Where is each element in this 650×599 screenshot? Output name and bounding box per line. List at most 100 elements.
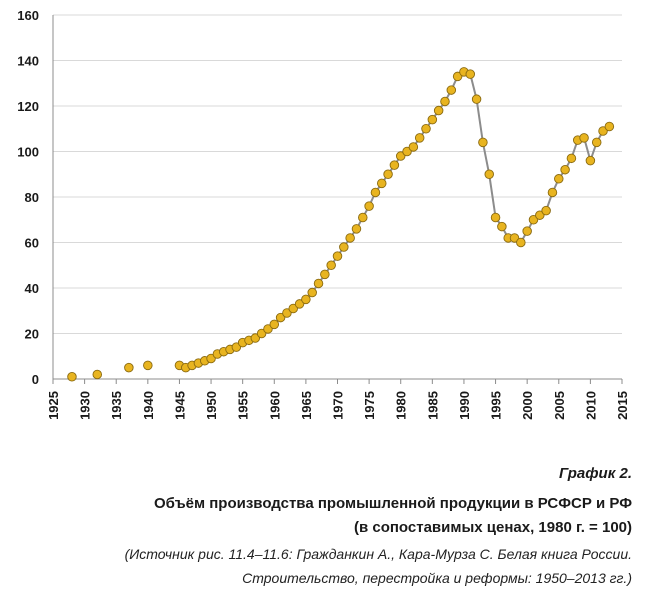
data-point <box>294 299 305 309</box>
data-point <box>256 328 267 339</box>
data-point <box>427 114 438 125</box>
y-tick-label: 60 <box>25 236 39 251</box>
data-point <box>143 360 153 371</box>
data-point <box>288 303 298 314</box>
x-tick-label: 1985 <box>425 391 440 420</box>
x-tick-label: 1975 <box>362 391 377 420</box>
x-tick-label: 2005 <box>552 391 567 420</box>
x-tick-label: 1990 <box>457 391 472 420</box>
x-tick-labels: 1925 1930 1935 1940 1945 1950 1955 1960 1965 1970… <box>46 391 630 420</box>
data-point <box>522 226 532 236</box>
data-point <box>263 324 273 334</box>
data-point <box>383 169 393 179</box>
x-tick-label: 2000 <box>520 391 535 420</box>
data-point <box>509 233 520 243</box>
data-point <box>124 362 134 373</box>
data-points <box>67 67 615 382</box>
data-point <box>206 353 216 364</box>
data-point <box>231 342 242 352</box>
data-point <box>389 160 400 170</box>
x-tick-label: 1950 <box>204 391 219 420</box>
data-point <box>497 221 507 232</box>
data-point <box>528 214 539 225</box>
data-point <box>585 155 596 166</box>
y-tick-label: 40 <box>25 281 39 296</box>
x-tick-label: 1960 <box>267 391 282 420</box>
data-point <box>433 105 444 116</box>
data-point <box>547 187 558 198</box>
data-point <box>339 242 349 252</box>
data-point <box>326 260 336 271</box>
x-tick-label: 1970 <box>331 391 346 420</box>
data-point <box>535 210 545 220</box>
data-point <box>402 146 412 157</box>
data-point <box>604 121 615 132</box>
y-tick-label: 80 <box>25 190 39 205</box>
y-tick-label: 100 <box>17 145 39 160</box>
data-point <box>465 69 476 79</box>
chart-source: (Источник рис. 11.4–11.6: Гражданкин А.,… <box>125 542 632 590</box>
x-tick-label: 1965 <box>299 391 314 420</box>
data-point <box>560 164 570 175</box>
gridlines <box>53 14 622 334</box>
data-point <box>421 123 431 134</box>
data-point <box>345 233 355 243</box>
x-tick-label: 2015 <box>615 391 630 420</box>
data-point <box>414 133 425 143</box>
data-point <box>490 212 501 223</box>
chart-source-line1: (Источник рис. 11.4–11.6: Гражданкин А.,… <box>124 546 632 562</box>
data-point <box>516 237 526 248</box>
data-point <box>478 137 488 148</box>
data-point <box>446 85 457 95</box>
data-point <box>598 126 608 136</box>
x-tick-label: 1940 <box>141 391 156 420</box>
x-tick-label: 1980 <box>394 391 409 420</box>
data-point <box>320 269 330 280</box>
x-tick-label: 1925 <box>46 391 61 420</box>
x-tick-label: 1945 <box>172 391 187 420</box>
data-point <box>358 212 368 223</box>
y-tick-labels: 0 20 40 60 80 100 120 140 160 <box>17 8 39 387</box>
data-point <box>471 94 482 104</box>
data-point <box>307 287 317 298</box>
x-tick-label: 2010 <box>583 391 598 420</box>
data-point <box>554 174 564 184</box>
axes <box>52 15 623 384</box>
data-point <box>332 251 343 261</box>
y-tick-label: 160 <box>17 8 39 23</box>
data-point <box>67 371 77 382</box>
y-tick-label: 140 <box>17 54 39 69</box>
data-point <box>541 205 551 216</box>
data-point <box>92 369 103 380</box>
data-point <box>395 151 406 161</box>
y-tick-label: 20 <box>25 327 39 342</box>
data-point <box>408 142 419 152</box>
data-point <box>452 71 463 82</box>
data-point <box>275 312 286 323</box>
data-point <box>440 96 450 107</box>
data-point <box>351 224 362 234</box>
data-point <box>377 178 387 189</box>
data-point <box>301 294 311 305</box>
series-line <box>179 70 610 369</box>
data-point <box>250 333 261 343</box>
y-tick-label: 0 <box>32 372 39 387</box>
chart-title-line2: (в сопоставимых ценах, 1980 г. = 100) <box>353 519 632 536</box>
data-point <box>269 319 280 330</box>
chart-title-line1: Объём производства промышленной продукци… <box>153 495 632 512</box>
data-point <box>579 133 589 143</box>
x-tick-label: 1955 <box>236 391 251 420</box>
x-tick-label: 1935 <box>109 391 124 420</box>
chart-label: График 2. <box>558 465 632 482</box>
data-point <box>566 153 577 164</box>
x-tick-label: 1930 <box>78 391 93 420</box>
data-point <box>484 169 494 179</box>
chart-source-line2: Строительство, перестройка и реформы: 19… <box>242 570 632 586</box>
data-point <box>364 201 374 211</box>
data-point <box>591 137 602 148</box>
chart-title: Объём производства промышленной продукци… <box>154 492 632 540</box>
data-point <box>370 187 381 198</box>
data-point <box>282 308 292 318</box>
y-tick-label: 120 <box>17 99 39 114</box>
